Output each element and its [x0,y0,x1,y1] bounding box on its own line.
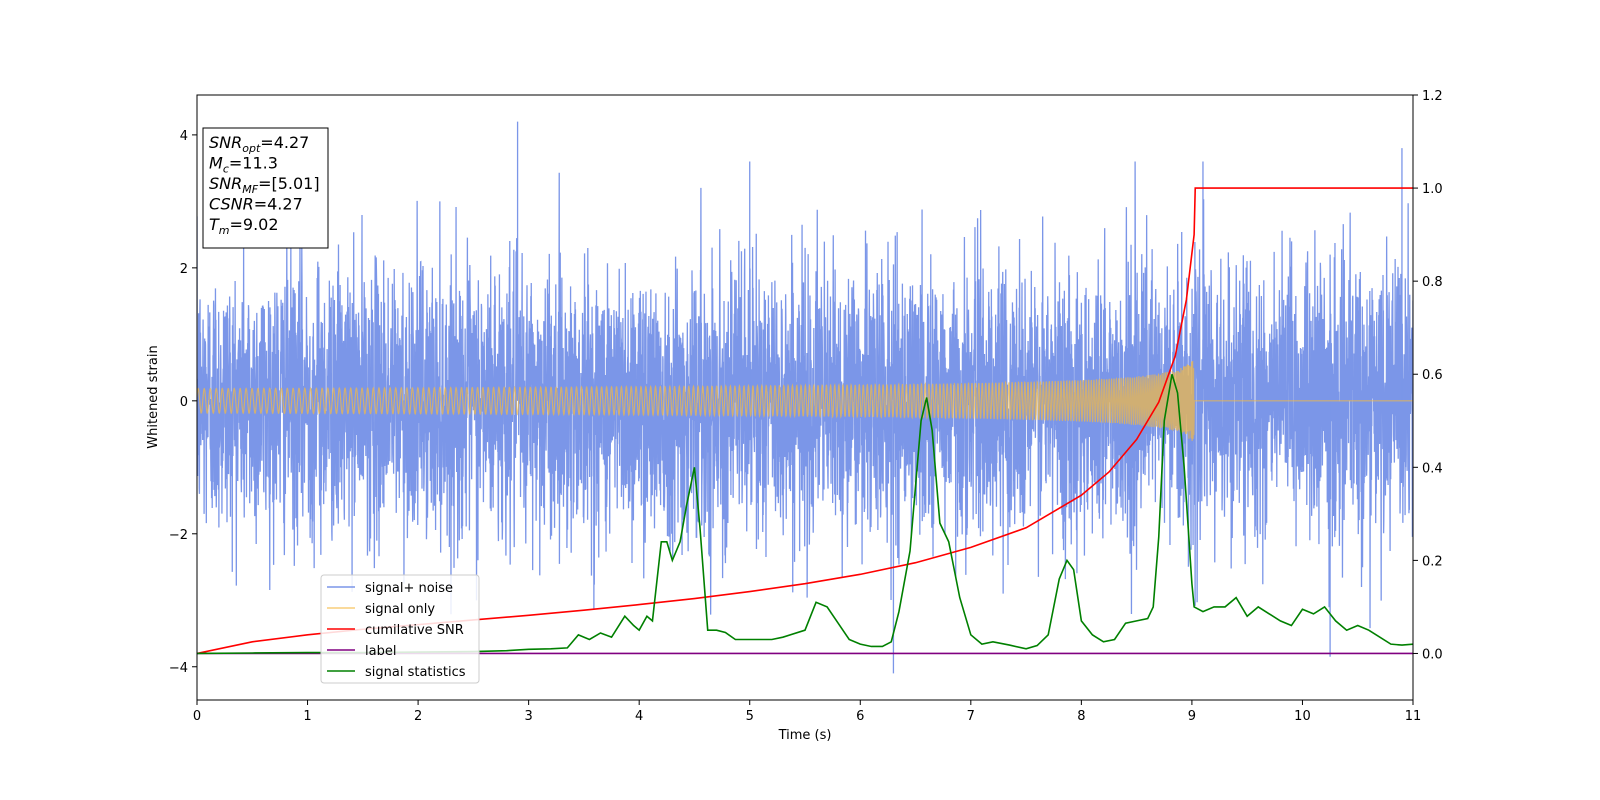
info-symbol: SNR [209,174,242,193]
y2-tick-label: 0.2 [1422,554,1443,569]
info-subscript: opt [242,142,261,155]
y-tick-label: 2 [180,262,188,277]
info-symbol: T [209,215,220,234]
y-tick-label: 4 [180,129,188,144]
y-axis-label: Whitened strain [146,345,161,448]
x-tick-label: 1 [303,709,311,724]
info-subscript: MF [242,183,258,196]
x-tick-label: 4 [635,709,643,724]
signal-statistics-line [197,374,1413,655]
x-tick-label: 3 [524,709,532,724]
info-value: =11.3 [229,154,278,173]
signal-noise-line [197,161,1413,629]
legend-entry-label: signal+ noise [365,581,453,596]
y2-tick-label: 0.8 [1422,275,1443,290]
legend-entry-label: label [365,644,396,659]
x-axis: 0 1 2 3 4 5 6 7 8 9 10 11 [193,700,1421,724]
x-tick-label: 5 [746,709,754,724]
info-line: Mc=11.3 [209,154,278,176]
series-signal-only [197,360,1413,441]
signal-only-line [197,360,1413,441]
x-axis-label: Time (s) [778,728,832,743]
y2-tick-label: 0.4 [1422,461,1443,476]
y-tick-label: 0 [180,395,188,410]
info-value: =[5.01] [258,174,320,193]
y2-tick-label: 1.0 [1422,182,1443,197]
info-line: CSNR=4.27 [209,195,303,214]
info-symbol: M [209,154,223,173]
x-tick-label: 7 [967,709,975,724]
x-tick-label: 11 [1405,709,1422,724]
y-axis-right: 0.0 0.2 0.4 0.6 0.8 1.0 1.2 [1413,89,1443,662]
info-box: SNRopt=4.27Mc=11.3SNRMF=[5.01]CSNR=4.27T… [202,127,329,249]
y-tick-label: −2 [169,528,188,543]
y2-tick-label: 1.2 [1422,89,1443,104]
legend: signal+ noise signal only cumilative SNR la… [320,574,480,684]
x-tick-label: 2 [414,709,422,724]
info-box-frame [202,127,329,249]
y-tick-label: −4 [169,661,188,676]
legend-entry-label: signal statistics [365,665,466,680]
info-line: SNRMF=[5.01] [209,174,320,196]
x-tick-label: 9 [1188,709,1196,724]
x-tick-label: 0 [193,709,201,724]
x-tick-label: 6 [856,709,864,724]
info-value: =4.27 [260,133,309,152]
info-value: =9.02 [230,215,279,234]
info-symbol: CSNR [209,195,254,214]
legend-frame [320,574,480,684]
info-line: Tm=9.02 [209,215,279,237]
info-value: =4.27 [254,195,303,214]
y2-tick-label: 0.0 [1422,647,1443,662]
y-axis-left: −4 −2 0 2 4 [169,129,197,676]
plot-frame [196,94,1414,701]
info-subscript: m [219,224,230,237]
info-subscript: c [223,163,229,176]
info-symbol: SNR [209,133,242,152]
legend-entry-label: cumilative SNR [365,623,464,638]
y2-tick-label: 0.6 [1422,368,1443,383]
info-line: SNRopt=4.27 [209,133,309,155]
x-tick-label: 8 [1077,709,1085,724]
legend-entry-label: signal only [365,602,435,617]
x-tick-label: 10 [1294,709,1311,724]
